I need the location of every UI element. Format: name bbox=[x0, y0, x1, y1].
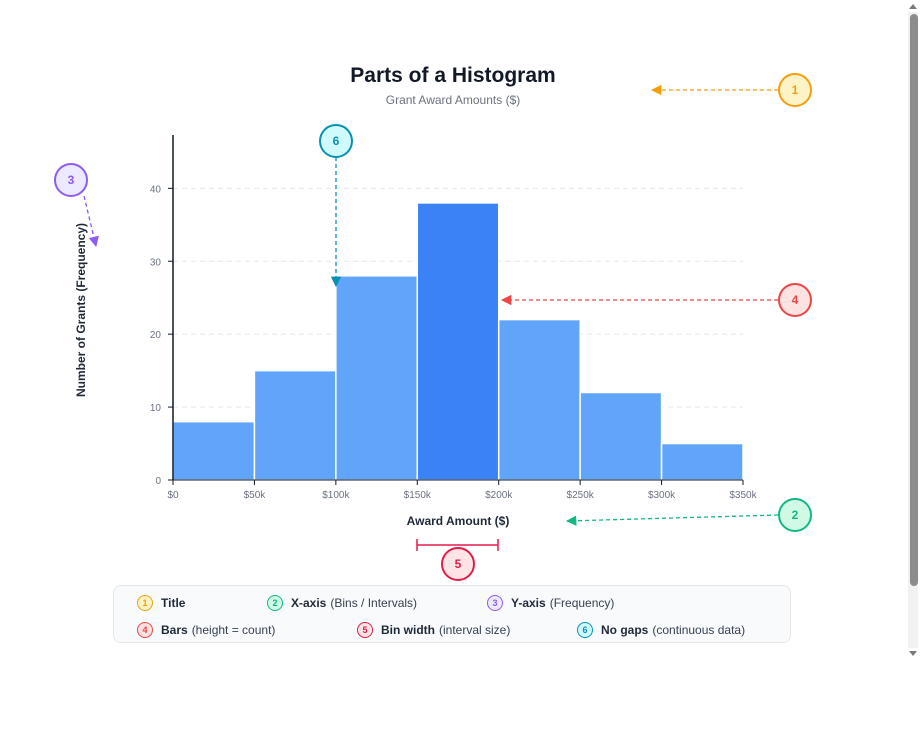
callout-number: 6 bbox=[333, 134, 340, 148]
legend-badge: 1 bbox=[137, 595, 153, 611]
chart-title: Parts of a Histogram bbox=[350, 64, 555, 87]
y-axis-callout-arrow bbox=[83, 195, 99, 248]
legend-term: X-axis bbox=[291, 596, 327, 610]
histogram-bar bbox=[497, 318, 581, 481]
callout-markers: 1 2 3 4 5 6 bbox=[54, 73, 812, 581]
legend-term: Bin width bbox=[381, 623, 435, 637]
histogram-bar bbox=[253, 369, 337, 481]
x-tick-label: $250k bbox=[567, 490, 595, 501]
legend-item-title: 1 Title bbox=[137, 595, 189, 611]
callout-title: 1 bbox=[778, 73, 812, 107]
callout-y-axis: 3 bbox=[54, 163, 88, 197]
legend-badge: 6 bbox=[577, 622, 593, 638]
callout-number: 5 bbox=[455, 557, 462, 571]
chart-subtitle: Grant Award Amounts ($) bbox=[386, 93, 521, 107]
callout-number: 4 bbox=[792, 293, 799, 307]
y-axis-label: Number of Grants (Frequency) bbox=[74, 223, 88, 397]
y-tick-label: 0 bbox=[155, 476, 161, 487]
x-tick-label: $100k bbox=[322, 490, 350, 501]
legend-badge: 5 bbox=[357, 622, 373, 638]
x-tick-label: $0 bbox=[167, 490, 179, 501]
callout-circle bbox=[778, 498, 812, 532]
callout-arrows bbox=[83, 84, 779, 526]
legend-desc: (height = count) bbox=[191, 623, 276, 637]
legend-desc: (interval size) bbox=[439, 623, 511, 637]
legend-term: Title bbox=[161, 596, 186, 610]
legend-item-bin-width: 5 Bin width (interval size) bbox=[357, 622, 510, 638]
histogram-bar bbox=[579, 391, 663, 481]
legend-desc: (Frequency) bbox=[549, 596, 615, 610]
legend: 1 Title 2 X-axis (Bins / Intervals) 3 Y-… bbox=[113, 585, 791, 643]
y-tick-label: 30 bbox=[150, 257, 162, 268]
y-tick-labels: 0 10 20 30 40 bbox=[150, 184, 173, 487]
callout-number: 2 bbox=[792, 508, 799, 522]
legend-badge: 4 bbox=[137, 622, 153, 638]
x-tick-label: $350k bbox=[729, 490, 757, 501]
legend-term: No gaps bbox=[601, 623, 649, 637]
y-tick-label: 20 bbox=[150, 330, 162, 341]
legend-item-y-axis: 3 Y-axis (Frequency) bbox=[487, 595, 614, 611]
x-tick-label: $50k bbox=[244, 490, 267, 501]
callout-number: 1 bbox=[792, 83, 799, 97]
y-tick-label: 10 bbox=[150, 403, 162, 414]
histogram-bar bbox=[416, 202, 500, 481]
callout-no-gaps: 6 bbox=[319, 124, 353, 158]
x-tick-label: $200k bbox=[485, 490, 513, 501]
histogram-bar bbox=[660, 442, 744, 481]
x-tick-label: $300k bbox=[648, 490, 676, 501]
scroll-down-arrow-icon[interactable] bbox=[909, 651, 917, 656]
legend-item-bars: 4 Bars (height = count) bbox=[137, 622, 275, 638]
callout-bin-width: 5 bbox=[441, 547, 475, 581]
vertical-scrollbar[interactable] bbox=[906, 0, 920, 662]
callout-number: 3 bbox=[68, 173, 75, 187]
callout-circle bbox=[54, 163, 88, 197]
callout-circle bbox=[319, 124, 353, 158]
x-tick-labels: $0 $50k $100k $150k $200k $250k $300k $350k bbox=[167, 480, 758, 501]
histogram-bar bbox=[172, 420, 256, 481]
x-axis-label: Award Amount ($) bbox=[407, 514, 510, 528]
legend-term: Bars bbox=[161, 623, 188, 637]
legend-item-x-axis: 2 X-axis (Bins / Intervals) bbox=[267, 595, 417, 611]
axes bbox=[172, 135, 743, 481]
y-tick-label: 40 bbox=[150, 184, 162, 195]
scrollbar-thumb[interactable] bbox=[910, 14, 918, 586]
legend-badge: 3 bbox=[487, 595, 503, 611]
callout-bars: 4 bbox=[778, 283, 812, 317]
histogram-bar bbox=[335, 275, 419, 481]
bin-width-bracket bbox=[416, 539, 499, 551]
legend-desc: (Bins / Intervals) bbox=[330, 596, 418, 610]
legend-desc: (continuous data) bbox=[652, 623, 746, 637]
legend-badge: 2 bbox=[267, 595, 283, 611]
x-axis-callout-arrow bbox=[565, 514, 779, 526]
histogram-bars bbox=[172, 202, 744, 481]
callout-x-axis: 2 bbox=[778, 498, 812, 532]
callout-circle bbox=[778, 283, 812, 317]
legend-item-no-gaps: 6 No gaps (continuous data) bbox=[577, 622, 745, 638]
callout-circle bbox=[441, 547, 475, 581]
legend-term: Y-axis bbox=[511, 596, 546, 610]
x-tick-label: $150k bbox=[404, 490, 432, 501]
scroll-up-arrow-icon[interactable] bbox=[909, 4, 917, 9]
callout-circle bbox=[778, 73, 812, 107]
